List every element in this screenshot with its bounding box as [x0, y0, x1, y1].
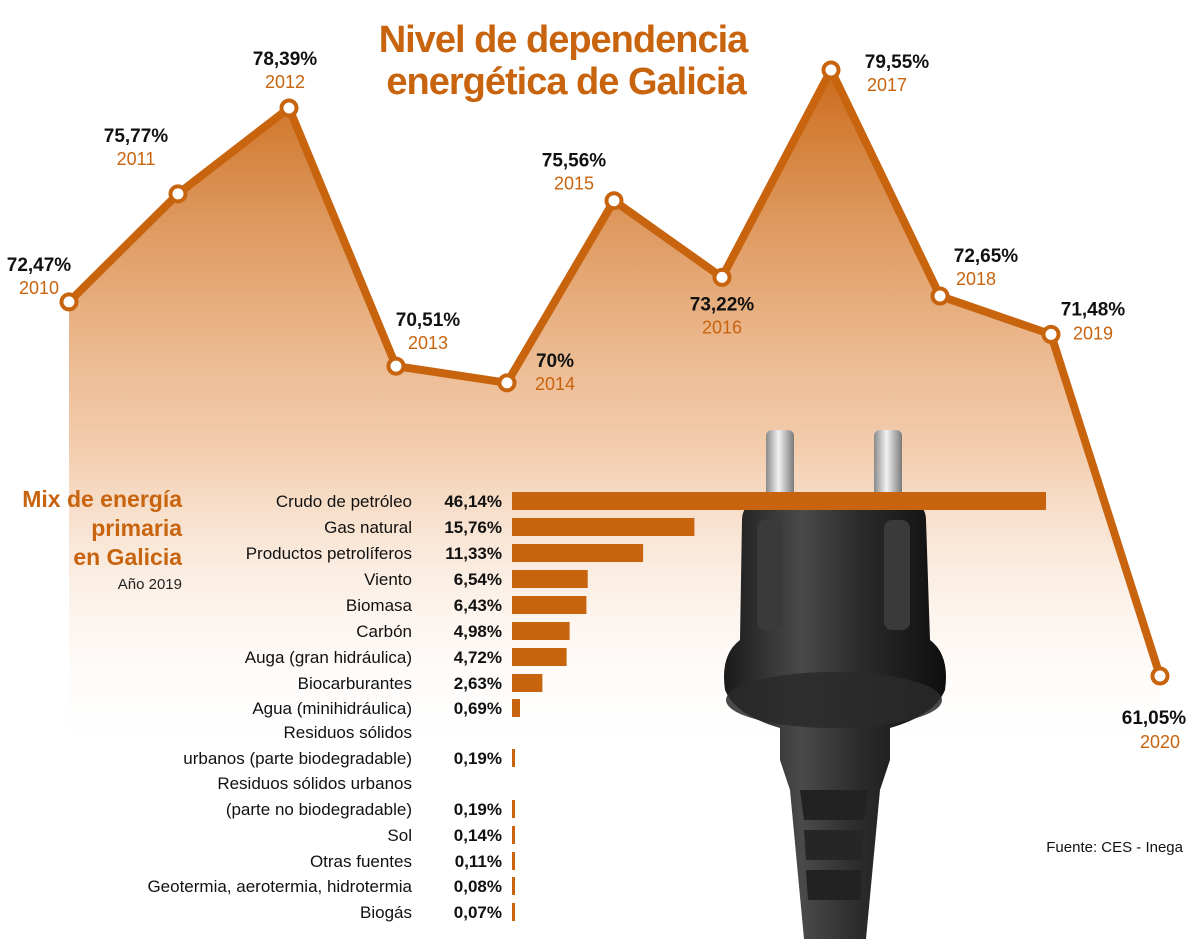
energy-mix-label-13: Geotermia, aerotermia, hidrotermia: [147, 877, 412, 896]
dependency-year-label-2020: 2020: [1140, 732, 1180, 752]
dependency-point-2017: [821, 60, 841, 80]
energy-mix-value-6: 4,72%: [454, 648, 502, 667]
dependency-value-label-2014: 70%: [536, 351, 574, 372]
mix-subtitle: Año 2019: [118, 576, 182, 593]
energy-mix-label-9-line1: Residuos sólidos: [283, 723, 412, 742]
energy-mix-label-4: Biomasa: [346, 596, 413, 615]
energy-mix-label-14: Biogás: [360, 903, 412, 922]
energy-mix-bar-0: [512, 492, 1046, 510]
energy-mix-label-8: Agua (minihidráulica): [252, 699, 412, 718]
energy-mix-bar-6: [512, 648, 567, 666]
chart-title-line2: energética de Galicia: [386, 61, 747, 103]
energy-mix-bar-14: [512, 903, 515, 921]
energy-mix-value-9: 0,19%: [454, 749, 502, 768]
energy-mix-label-12: Otras fuentes: [310, 852, 412, 871]
energy-mix-bar-5: [512, 622, 570, 640]
dependency-value-label-2017: 79,55%: [865, 52, 930, 73]
dependency-year-label-2013: 2013: [408, 333, 448, 353]
dependency-points: 72,47%2010 75,77%2011 78,39%2012 70,51%2013…: [7, 49, 1187, 752]
dependency-value-label-2013: 70,51%: [396, 310, 461, 331]
dependency-value-label-2011: 75,77%: [104, 126, 169, 147]
energy-mix-bars: 46,14% Crudo de petróleo 15,76% Gas natural…: [147, 492, 1046, 922]
energy-mix-bar-2: [512, 544, 644, 562]
energy-mix-value-0: 46,14%: [444, 492, 502, 511]
energy-mix-label-6: Auga (gran hidráulica): [245, 648, 412, 667]
energy-mix-label-10-line1: Residuos sólidos urbanos: [217, 774, 412, 793]
dependency-year-label-2015: 2015: [554, 174, 594, 194]
energy-mix-bar-4: [512, 596, 587, 614]
dependency-value-label-2015: 75,56%: [542, 151, 607, 172]
energy-mix-label-0: Crudo de petróleo: [276, 492, 412, 511]
dependency-year-label-2012: 2012: [265, 72, 305, 92]
energy-mix-label-1: Gas natural: [324, 518, 412, 537]
dependency-year-label-2011: 2011: [117, 149, 156, 169]
dependency-point-2019: [1041, 324, 1061, 344]
energy-mix-label-7: Biocarburantes: [298, 674, 412, 693]
energy-mix-value-7: 2,63%: [454, 674, 502, 693]
energy-mix-label-10-line2: (parte no biodegradable): [226, 800, 412, 819]
energy-mix-label-9-line2: urbanos (parte biodegradable): [183, 749, 412, 768]
dependency-point-2018: [930, 286, 950, 306]
energy-mix-value-13: 0,08%: [454, 877, 502, 896]
energy-mix-bar-10: [512, 800, 515, 818]
energy-mix-bar-3: [512, 570, 588, 588]
dependency-area-fill: [69, 70, 1160, 760]
energy-mix-label-3: Viento: [364, 570, 412, 589]
mix-title-line2: primaria: [91, 515, 182, 541]
dependency-point-2011: [168, 184, 188, 204]
dependency-year-label-2016: 2016: [702, 317, 742, 337]
energy-mix-value-1: 15,76%: [444, 518, 502, 537]
power-plug-illustration: [724, 430, 946, 939]
dependency-year-label-2019: 2019: [1073, 323, 1113, 343]
energy-mix-bar-7: [512, 674, 543, 692]
energy-mix-label-5: Carbón: [356, 622, 412, 641]
dependency-year-label-2010: 2010: [19, 278, 59, 298]
dependency-value-label-2019: 71,48%: [1061, 299, 1126, 320]
energy-mix-value-2: 11,33%: [445, 544, 502, 563]
energy-mix-value-8: 0,69%: [454, 699, 502, 718]
energy-mix-label-2: Productos petrolíferos: [246, 544, 412, 563]
mix-title-line1: Mix de energía: [22, 486, 182, 512]
dependency-point-2014: [497, 373, 517, 393]
dependency-year-label-2017: 2017: [867, 75, 907, 95]
energy-mix-bar-12: [512, 852, 515, 870]
mix-title-line3: en Galicia: [73, 544, 182, 570]
energy-mix-label-11: Sol: [387, 826, 412, 845]
energy-mix-bar-9: [512, 749, 515, 767]
dependency-year-label-2018: 2018: [956, 269, 996, 289]
energy-mix-bar-11: [512, 826, 515, 844]
dependency-point-2015: [604, 191, 624, 211]
energy-mix-value-11: 0,14%: [454, 826, 502, 845]
dependency-value-label-2018: 72,65%: [954, 246, 1019, 267]
energy-mix-value-12: 0,11%: [455, 852, 502, 871]
dependency-value-label-2020: 61,05%: [1122, 708, 1187, 729]
energy-mix-value-5: 4,98%: [454, 622, 502, 641]
dependency-point-2016: [712, 267, 732, 287]
energy-mix-value-10: 0,19%: [454, 800, 502, 819]
energy-mix-value-4: 6,43%: [454, 596, 502, 615]
dependency-point-2020: [1150, 666, 1170, 686]
energy-mix-value-14: 0,07%: [454, 903, 502, 922]
energy-mix-bar-8: [512, 699, 520, 717]
dependency-point-2012: [279, 98, 299, 118]
dependency-value-label-2012: 78,39%: [253, 49, 318, 70]
source-note: Fuente: CES - Inega: [1046, 839, 1183, 856]
energy-mix-value-3: 6,54%: [454, 570, 502, 589]
dependency-point-2010: [59, 292, 79, 312]
dependency-point-2013: [386, 356, 406, 376]
chart-title-line1: Nivel de dependencia: [379, 19, 749, 61]
energy-mix-bar-1: [512, 518, 695, 536]
dependency-value-label-2010: 72,47%: [7, 255, 72, 276]
energy-mix-bar-13: [512, 877, 515, 895]
dependency-year-label-2014: 2014: [535, 374, 575, 394]
dependency-value-label-2016: 73,22%: [690, 294, 755, 315]
